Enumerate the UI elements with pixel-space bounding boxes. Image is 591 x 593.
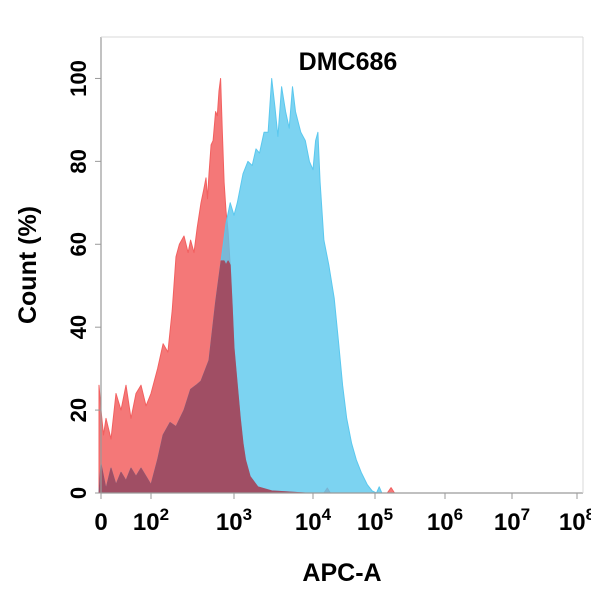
x-tick-label: 102 — [133, 505, 169, 536]
y-tick-label: 40 — [66, 315, 91, 339]
y-tick-label: 80 — [66, 149, 91, 173]
y-tick-label: 60 — [66, 232, 91, 256]
x-tick-label: 105 — [357, 505, 393, 536]
x-tick-label: 108 — [559, 505, 591, 536]
y-tick-label: 20 — [66, 398, 91, 422]
x-tick-label: 107 — [494, 505, 530, 536]
ticks-layer: 0 20 40 60 80 100 0 102 103 104 105 106 107 108 — [66, 60, 591, 536]
x-tick-label: 103 — [216, 505, 252, 536]
axes-layer — [100, 36, 584, 494]
chart-title: DMC686 — [299, 48, 398, 76]
x-tick-label: 0 — [94, 509, 107, 536]
y-tick-label: 100 — [66, 60, 91, 97]
x-tick-label: 104 — [295, 505, 332, 536]
y-axis-title: Count (%) — [14, 206, 42, 324]
x-axis-title: APC-A — [302, 559, 381, 587]
x-tick-label: 106 — [427, 505, 463, 536]
series-layer — [98, 78, 395, 494]
y-tick-label: 0 — [66, 487, 91, 499]
histogram-series-3 — [98, 260, 306, 494]
